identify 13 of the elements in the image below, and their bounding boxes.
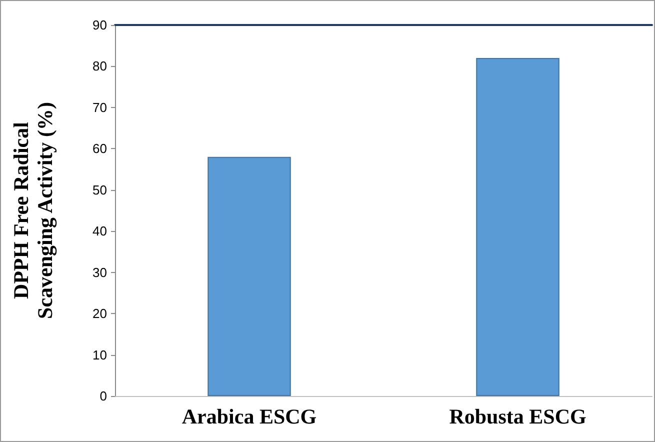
x-tick-label: Robusta ESCG xyxy=(449,404,586,428)
y-tick-label: 70 xyxy=(92,100,107,115)
y-axis-title: DPPH Free Radical Scavenging Activity (%) xyxy=(9,102,57,319)
y-tick-label: 30 xyxy=(92,264,107,280)
x-tick-label: Arabica ESCG xyxy=(182,404,317,428)
y-tick-label: 0 xyxy=(100,388,107,404)
y-tick-label: 10 xyxy=(92,347,107,362)
y-tick-label: 50 xyxy=(92,182,107,198)
y-tick-label: 20 xyxy=(92,306,107,322)
y-tick-label: 40 xyxy=(92,224,107,239)
y-tick-label: 60 xyxy=(92,141,107,156)
y-tick-label: 80 xyxy=(92,58,107,74)
y-tick-label: 90 xyxy=(92,18,107,32)
